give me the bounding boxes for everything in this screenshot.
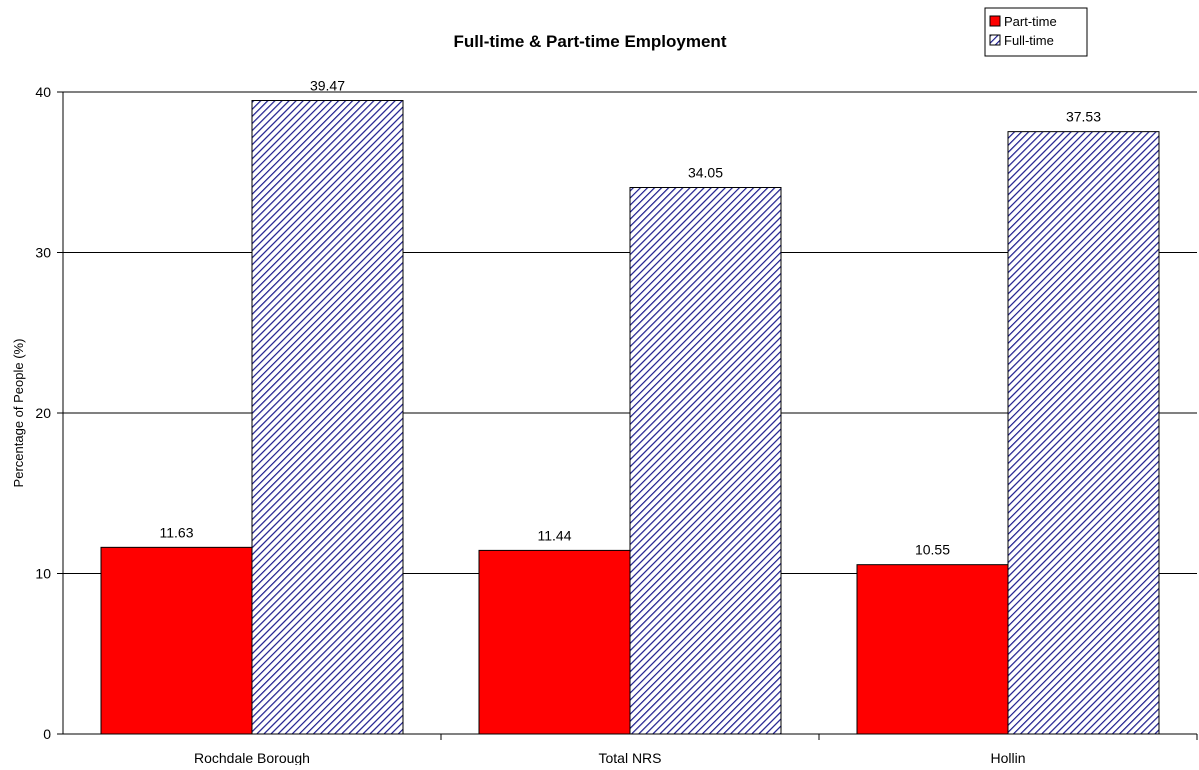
legend-label: Full-time bbox=[1004, 33, 1054, 48]
data-labels: 11.63 39.47 11.44 34.05 10.55 37.53 bbox=[160, 78, 1102, 558]
data-label: 39.47 bbox=[310, 78, 345, 94]
data-label: 34.05 bbox=[688, 164, 723, 180]
y-tick-label: 10 bbox=[35, 566, 51, 582]
y-axis-label: Percentage of People (%) bbox=[11, 339, 26, 488]
data-label: 37.53 bbox=[1066, 109, 1101, 125]
y-tick-label: 0 bbox=[43, 726, 51, 742]
y-tick-label: 40 bbox=[35, 84, 51, 100]
x-tick-label: Total NRS bbox=[598, 750, 661, 765]
y-tick-label: 30 bbox=[35, 245, 51, 261]
data-label: 10.55 bbox=[915, 542, 950, 558]
bar-part-time bbox=[856, 564, 1009, 735]
chart-title: Full-time & Part-time Employment bbox=[454, 32, 727, 51]
bar-part-time bbox=[100, 546, 253, 735]
data-label: 11.44 bbox=[538, 527, 572, 543]
legend-box bbox=[984, 7, 1088, 57]
x-tick-label: Hollin bbox=[990, 750, 1025, 765]
bars bbox=[100, 100, 1160, 735]
legend-swatch bbox=[989, 15, 1001, 27]
data-label: 11.63 bbox=[160, 524, 194, 540]
legend-label: Part-time bbox=[1004, 14, 1057, 29]
axes: 0 10 20 30 40 Rochdale Borough Total NRS Hollin bbox=[35, 84, 1198, 766]
bar-full-time bbox=[251, 100, 404, 735]
legend: Part-time Full-time bbox=[984, 7, 1088, 57]
bar-part-time bbox=[478, 549, 631, 735]
legend-swatch bbox=[989, 34, 1001, 46]
x-tick-label: Rochdale Borough bbox=[194, 750, 310, 765]
bar-full-time bbox=[629, 186, 782, 735]
y-tick-label: 20 bbox=[35, 405, 51, 421]
bar-full-time bbox=[1007, 131, 1160, 735]
